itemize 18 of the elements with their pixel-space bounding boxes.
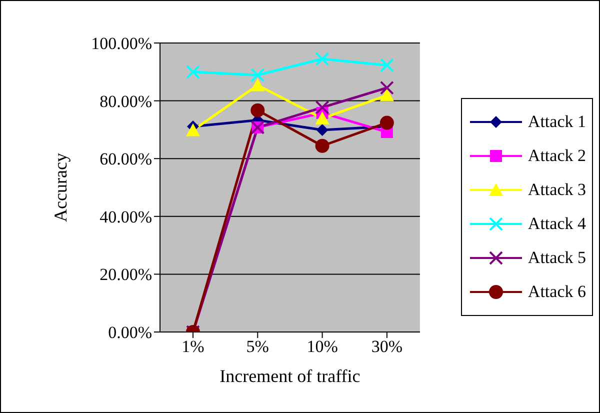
x-tick-label: 5% — [246, 337, 269, 356]
x-tick-label: 30% — [371, 337, 403, 356]
legend-label: Attack 4 — [528, 214, 586, 234]
legend-label: Attack 5 — [528, 248, 586, 268]
legend-label: Attack 1 — [528, 112, 586, 132]
y-tick-label: 20.00% — [100, 265, 152, 284]
y-tick-label: 0.00% — [108, 323, 152, 342]
y-tick-label: 100.00% — [91, 34, 152, 54]
y-tick-label: 60.00% — [100, 150, 152, 169]
y-axis-title: Accuracy — [50, 153, 70, 222]
y-tick-label: 80.00% — [100, 92, 152, 111]
legend-label: Attack 2 — [528, 146, 586, 166]
x-tick-label: 1% — [182, 337, 204, 356]
x-axis-title: Increment of traffic — [220, 366, 360, 386]
legend-label: Attack 6 — [528, 282, 586, 302]
legend-label: Attack 3 — [528, 180, 586, 200]
y-tick-label: 40.00% — [100, 207, 152, 226]
x-tick-label: 10% — [306, 337, 338, 356]
